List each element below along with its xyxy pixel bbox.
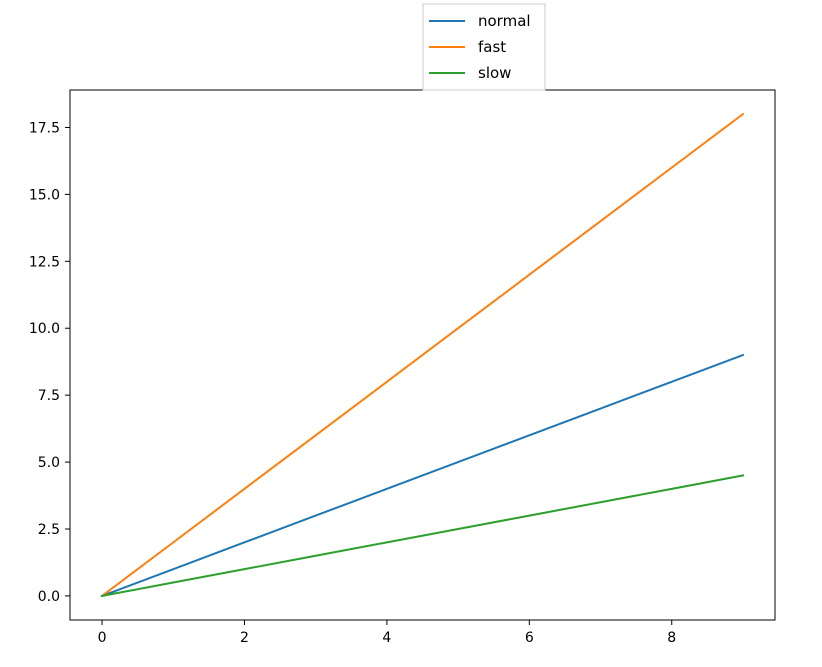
y-tick-label: 10.0 <box>29 321 60 337</box>
x-tick-label: 4 <box>382 630 391 646</box>
x-tick-label: 2 <box>240 630 249 646</box>
x-axis: 0 2 4 6 8 <box>98 620 676 646</box>
legend-label-normal: normal <box>478 12 531 30</box>
y-tick-label: 0.0 <box>38 589 60 605</box>
series-lines <box>100 112 745 598</box>
series-line-slow <box>100 474 745 598</box>
legend-label-slow: slow <box>478 64 511 82</box>
x-tick-label: 8 <box>667 630 676 646</box>
series-line-normal <box>100 353 745 598</box>
legend-label-fast: fast <box>478 38 506 56</box>
y-tick-label: 7.5 <box>38 388 60 404</box>
legend: normal fast slow <box>422 3 546 91</box>
y-axis: 0.0 2.5 5.0 7.5 10.0 12.5 15.0 17.5 <box>29 120 70 605</box>
y-tick-label: 2.5 <box>38 522 60 538</box>
y-tick-label: 17.5 <box>29 120 60 136</box>
y-tick-label: 15.0 <box>29 187 60 203</box>
y-tick-label: 5.0 <box>38 455 60 471</box>
series-line-fast <box>100 112 745 598</box>
y-tick-label: 12.5 <box>29 254 60 270</box>
x-tick-label: 0 <box>98 630 107 646</box>
x-tick-label: 6 <box>525 630 534 646</box>
